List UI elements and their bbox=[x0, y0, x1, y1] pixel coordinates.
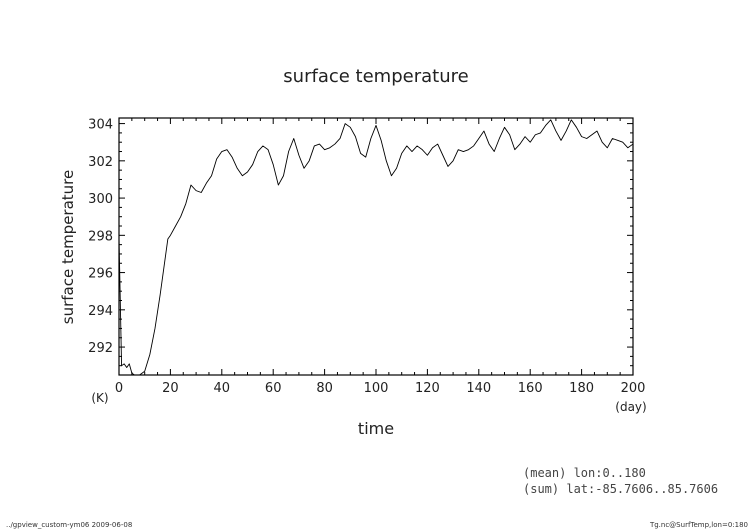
x-axis-unit: (day) bbox=[615, 400, 646, 414]
y-tick-label: 300 bbox=[88, 192, 113, 207]
x-axis-label: time bbox=[358, 419, 394, 438]
x-tick-label: 60 bbox=[265, 381, 282, 396]
x-tick-label: 200 bbox=[621, 381, 646, 396]
x-tick-label: 0 bbox=[115, 381, 123, 396]
x-tick-label: 180 bbox=[569, 381, 594, 396]
y-tick-label: 292 bbox=[88, 341, 113, 356]
chart-title: surface temperature bbox=[283, 66, 468, 87]
x-axis-ticks: 0 20 40 60 80 100 120 140 160 180 200 bbox=[115, 118, 646, 396]
y-tick-label: 298 bbox=[88, 229, 113, 244]
footer-left: ../gpview_custom-ym06 2009-06-08 bbox=[6, 521, 132, 529]
y-axis-label: surface temperature bbox=[59, 170, 77, 325]
y-tick-label: 302 bbox=[88, 155, 113, 170]
plot-frame bbox=[118, 117, 634, 376]
sum-annotation: (sum) lat:-85.7606..85.7606 bbox=[523, 482, 718, 496]
x-tick-label: 20 bbox=[162, 381, 179, 396]
x-tick-label: 80 bbox=[316, 381, 333, 396]
x-tick-label: 40 bbox=[214, 381, 231, 396]
y-tick-label: 304 bbox=[88, 118, 113, 133]
y-tick-label: 294 bbox=[88, 304, 113, 319]
series-line bbox=[118, 119, 634, 376]
x-tick-label: 120 bbox=[415, 381, 440, 396]
y-axis-unit: (K) bbox=[91, 391, 108, 405]
y-tick-label: 296 bbox=[88, 267, 113, 282]
x-tick-label: 100 bbox=[364, 381, 389, 396]
footer-right: Tg.nc@SurfTemp,lon=0:180 bbox=[649, 521, 748, 529]
series-group bbox=[118, 119, 634, 376]
x-tick-label: 160 bbox=[518, 381, 543, 396]
y-axis-ticks: 292 294 296 298 300 302 304 bbox=[88, 118, 633, 376]
mean-annotation: (mean) lon:0..180 bbox=[523, 466, 646, 480]
x-tick-label: 140 bbox=[466, 381, 491, 396]
